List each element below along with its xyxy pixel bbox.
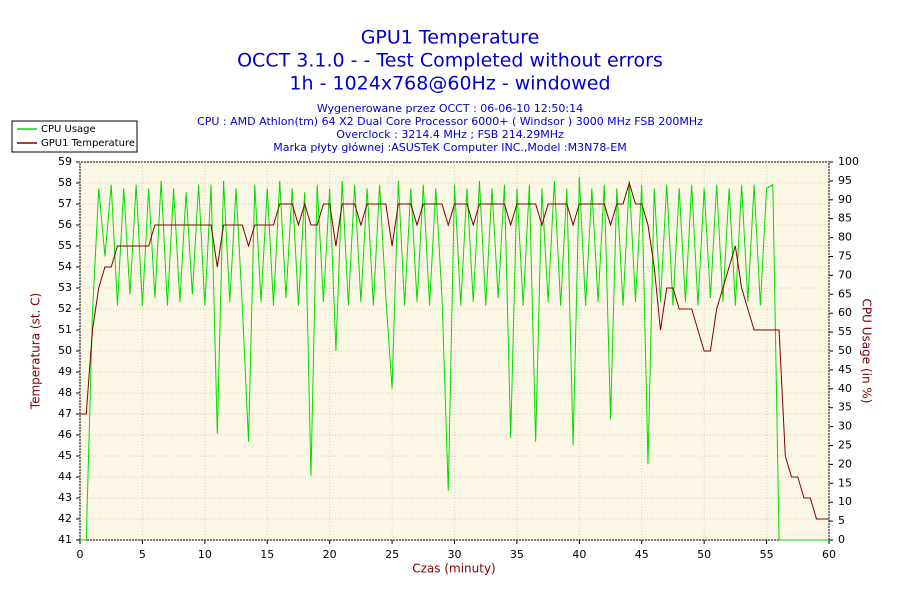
y2-tick-label: 90 <box>838 193 852 206</box>
y-tick-label: 44 <box>58 470 72 483</box>
x-tick-label: 60 <box>822 548 836 561</box>
y-tick-label: 54 <box>58 260 72 273</box>
x-axis-label: Czas (minuty) <box>412 562 496 576</box>
y2-axis-label: CPU Usage (in %) <box>860 299 874 404</box>
x-tick-label: 20 <box>323 548 337 561</box>
y-tick-label: 57 <box>58 197 72 210</box>
info-line: Wygenerowane przez OCCT : 06-06-10 12:50… <box>317 102 583 115</box>
legend-label: GPU1 Temperature <box>41 138 135 149</box>
info-line: CPU : AMD Athlon(tm) 64 X2 Dual Core Pro… <box>197 115 703 128</box>
y2-tick-label: 65 <box>838 287 852 300</box>
x-tick-label: 35 <box>510 548 524 561</box>
x-tick-label: 25 <box>385 548 399 561</box>
chart-title: GPU1 Temperature <box>361 27 540 49</box>
legend <box>11 120 138 153</box>
y2-tick-label: 75 <box>838 250 852 263</box>
y2-tick-label: 45 <box>838 363 852 376</box>
chart-subtitle: OCCT 3.1.0 - - Test Completed without er… <box>237 50 663 72</box>
y-tick-label: 43 <box>58 491 72 504</box>
y2-tick-label: 15 <box>838 476 852 489</box>
y-axis-label: Temperatura (st. C) <box>29 293 43 410</box>
y-tick-label: 47 <box>58 407 72 420</box>
y-tick-label: 58 <box>58 176 72 189</box>
x-tick-label: 55 <box>760 548 774 561</box>
x-tick-label: 40 <box>572 548 586 561</box>
y2-tick-label: 35 <box>838 401 852 414</box>
y2-tick-label: 70 <box>838 268 852 281</box>
y-tick-label: 59 <box>58 155 72 168</box>
x-tick-label: 30 <box>448 548 462 561</box>
legend-label: CPU Usage <box>41 124 96 135</box>
series-line <box>80 181 829 520</box>
y2-tick-label: 40 <box>838 382 852 395</box>
chart-subtitle: 1h - 1024x768@60Hz - windowed <box>289 73 610 95</box>
y2-tick-label: 5 <box>838 514 845 527</box>
info-line: Marka płyty głównej :ASUSTeK Computer IN… <box>273 141 627 154</box>
x-tick-label: 0 <box>77 548 84 561</box>
x-tick-label: 50 <box>697 548 711 561</box>
y-tick-label: 41 <box>58 533 72 546</box>
x-tick-label: 45 <box>635 548 649 561</box>
x-tick-label: 15 <box>260 548 274 561</box>
series-line <box>80 177 829 541</box>
y2-tick-label: 95 <box>838 174 852 187</box>
y2-tick-label: 30 <box>838 420 852 433</box>
y2-tick-label: 50 <box>838 344 852 357</box>
y2-tick-label: 25 <box>838 439 852 452</box>
y2-tick-label: 55 <box>838 325 852 338</box>
y-tick-label: 50 <box>58 344 72 357</box>
y2-tick-label: 20 <box>838 457 852 470</box>
y2-tick-label: 0 <box>838 533 845 546</box>
y2-tick-label: 80 <box>838 231 852 244</box>
y2-tick-label: 100 <box>838 155 859 168</box>
y-tick-label: 52 <box>58 302 72 315</box>
y-tick-label: 55 <box>58 239 72 252</box>
x-tick-label: 5 <box>139 548 146 561</box>
y2-tick-label: 10 <box>838 495 852 508</box>
x-tick-label: 10 <box>198 548 212 561</box>
y2-tick-label: 60 <box>838 306 852 319</box>
info-line: Overclock : 3214.4 MHz ; FSB 214.29MHz <box>336 128 564 141</box>
y-tick-label: 49 <box>58 365 72 378</box>
y-tick-label: 46 <box>58 428 72 441</box>
y-tick-label: 56 <box>58 218 72 231</box>
y2-tick-label: 85 <box>838 212 852 225</box>
y-tick-label: 48 <box>58 386 72 399</box>
y-tick-label: 51 <box>58 323 72 336</box>
y-tick-label: 42 <box>58 512 72 525</box>
y-tick-label: 53 <box>58 281 72 294</box>
y-tick-label: 45 <box>58 449 72 462</box>
